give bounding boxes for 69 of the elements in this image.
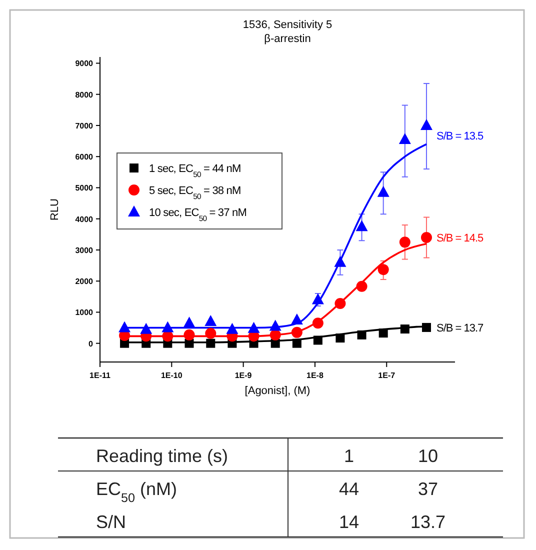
annotation: S/B = 13.7	[436, 322, 484, 334]
text: 14	[338, 512, 360, 532]
y-tick-label: 2000	[75, 277, 94, 286]
x-tick-label: 1E-10	[160, 371, 183, 380]
point	[357, 330, 366, 340]
text: 13.7	[410, 512, 446, 532]
legend-label: 1 sec, EC$_{50}$ = 44 nM	[149, 163, 242, 178]
point	[312, 318, 324, 329]
point	[334, 256, 346, 267]
x-axis-title: [Agonist], (M)	[244, 385, 310, 397]
point	[313, 336, 322, 345]
y-tick-label: 0	[88, 339, 94, 348]
chart-subtitle: β-arrestin	[264, 33, 311, 45]
annotation: S/B = 13.5	[436, 130, 484, 142]
point	[398, 132, 411, 144]
x-tick-label: 1E-11	[90, 371, 112, 380]
legend-label: 5 sec, EC$_{50}$ = 38 nM	[149, 185, 242, 200]
point	[377, 186, 390, 197]
point	[184, 338, 194, 348]
point	[336, 334, 345, 343]
point	[356, 280, 368, 292]
point	[118, 321, 131, 332]
point	[184, 329, 195, 340]
y-tick-label: 3000	[75, 246, 94, 255]
y-axis-title: RLU	[49, 198, 61, 221]
point	[269, 320, 282, 331]
point	[356, 220, 368, 232]
point	[162, 321, 174, 332]
x-tick-label: 1E-9	[234, 371, 252, 380]
y-tick-label: 8000	[75, 90, 94, 100]
y-tick-label: 1000	[75, 308, 94, 318]
point	[312, 293, 324, 304]
text: Reading time (s)	[96, 446, 228, 466]
point	[378, 328, 388, 338]
text: 37	[418, 479, 438, 499]
point	[205, 328, 216, 339]
point	[422, 322, 431, 332]
text: 10	[418, 446, 438, 466]
point	[291, 326, 302, 338]
y-tick-label: 5000	[75, 184, 94, 193]
point	[400, 324, 410, 334]
text: EC$_{50}$ (nM)	[96, 479, 178, 505]
point	[420, 232, 432, 244]
text: S/N	[96, 512, 126, 532]
point	[270, 338, 280, 348]
point	[226, 322, 238, 334]
point	[334, 298, 346, 309]
annotation: S/B = 14.5	[436, 232, 484, 245]
point	[290, 313, 303, 324]
text: 1	[344, 446, 354, 466]
point	[292, 338, 302, 348]
y-tick-label: 7000	[75, 121, 94, 130]
point	[248, 322, 260, 333]
point	[204, 315, 217, 326]
x-tick-label: 1E-7	[378, 371, 396, 380]
y-tick-label: 9000	[75, 59, 94, 68]
point	[420, 118, 432, 130]
chart-title: 1536, Sensitivity 5	[242, 19, 332, 31]
y-tick-label: 6000	[75, 152, 94, 162]
point	[206, 338, 216, 348]
text: 44	[338, 479, 360, 499]
point	[140, 322, 152, 334]
point	[399, 236, 410, 248]
point	[378, 264, 389, 276]
point	[183, 316, 196, 328]
legend-label: 10 sec, EC$_{50}$ = 37 nM	[149, 207, 247, 222]
x-tick-label: 1E-8	[306, 371, 324, 380]
point	[270, 329, 281, 340]
y-tick-label: 4000	[75, 214, 94, 224]
